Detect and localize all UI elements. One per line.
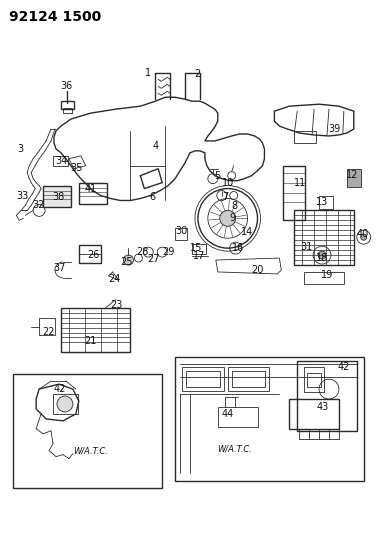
Bar [53,394,78,414]
Text: 13: 13 [316,197,328,207]
Text: 28: 28 [136,247,149,257]
Bar [175,228,187,240]
Text: 27: 27 [147,254,160,264]
Bar [43,185,71,207]
Text: 34: 34 [55,156,67,166]
Text: 21: 21 [84,336,97,346]
Bar [61,308,130,352]
Text: 5: 5 [215,171,221,181]
Text: 42: 42 [54,384,66,394]
Text: 31: 31 [300,242,312,252]
Text: 26: 26 [87,250,100,260]
Text: 17: 17 [193,251,205,261]
Text: 12: 12 [346,169,358,180]
Text: 18: 18 [316,253,328,263]
Bar [319,196,333,209]
Bar [79,245,101,263]
Circle shape [124,255,133,265]
Bar [218,407,258,427]
Bar [63,108,72,113]
Circle shape [318,251,326,259]
Text: 7: 7 [223,191,229,201]
Bar [289,399,339,429]
Text: 24: 24 [108,274,121,284]
Bar [232,371,266,387]
Text: 15: 15 [190,243,202,253]
Circle shape [361,234,367,240]
Text: 29: 29 [162,247,174,257]
Bar [13,374,162,488]
Bar [53,156,68,166]
Bar [39,318,55,335]
Text: 1: 1 [145,68,151,78]
Text: W/A.T.C.: W/A.T.C. [73,446,108,455]
Text: 36: 36 [61,82,73,91]
Bar [228,367,269,391]
Bar [175,357,364,481]
Text: 3: 3 [17,144,23,154]
Text: 6: 6 [149,191,155,201]
Circle shape [57,396,73,412]
Text: W/A.T.C.: W/A.T.C. [217,444,252,453]
Text: 92124 1500: 92124 1500 [10,10,101,24]
Bar [294,131,316,143]
Text: 8: 8 [231,201,238,212]
Text: 40: 40 [356,229,369,239]
Bar [79,183,107,205]
Text: 16: 16 [231,243,244,253]
Text: 37: 37 [54,263,66,273]
Text: 30: 30 [175,227,187,236]
Bar [294,211,354,265]
Bar [61,101,74,109]
Bar [186,371,220,387]
Bar [192,244,206,254]
Bar [304,367,324,392]
Text: 32: 32 [32,200,44,211]
Text: 19: 19 [321,270,333,280]
Text: 38: 38 [52,191,64,201]
Text: 2: 2 [194,69,200,79]
Text: 43: 43 [317,402,329,412]
Bar [283,166,305,220]
Text: 42: 42 [338,362,350,372]
Text: 4: 4 [152,141,158,151]
Bar [304,272,344,284]
Text: 10: 10 [222,177,234,188]
Bar [307,373,321,387]
Text: 9: 9 [230,213,236,223]
Text: 22: 22 [42,327,54,336]
Text: 44: 44 [222,409,234,419]
Circle shape [220,211,236,227]
Text: 20: 20 [251,265,264,275]
Bar [347,169,361,187]
Text: 39: 39 [329,124,341,134]
Text: 35: 35 [71,163,83,173]
Text: 23: 23 [110,300,123,310]
Text: 14: 14 [241,227,254,237]
Bar [297,361,357,431]
Text: 41: 41 [85,183,97,193]
Text: 11: 11 [294,177,306,188]
Text: 33: 33 [16,190,28,200]
Bar [182,367,224,391]
Text: 25: 25 [120,257,133,267]
